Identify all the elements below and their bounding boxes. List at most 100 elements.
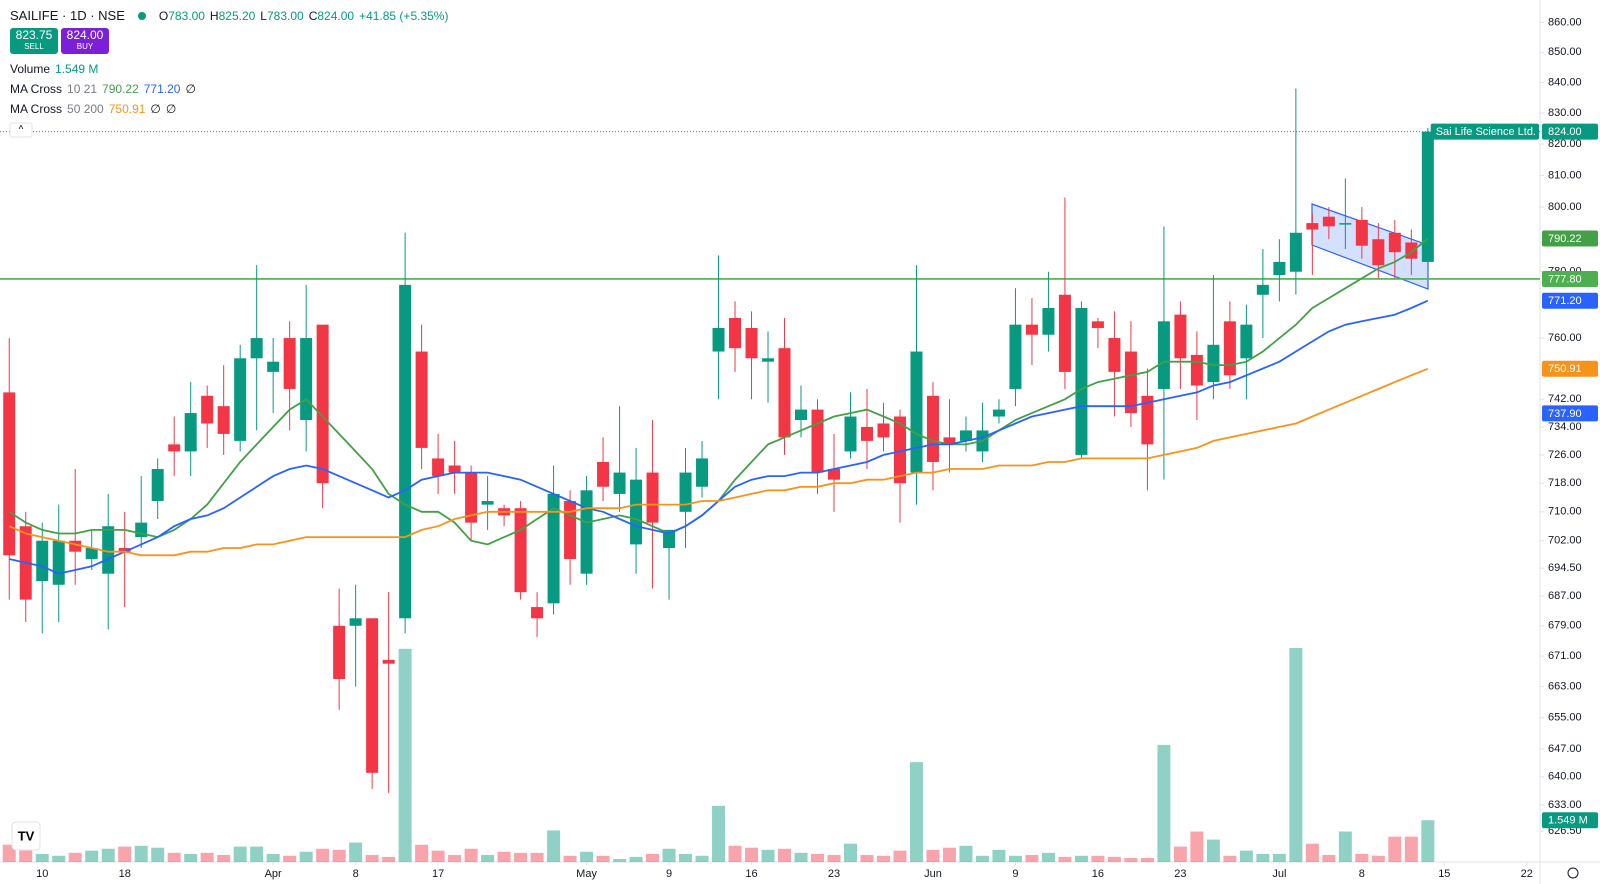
indicator-name: MA Cross [10,102,63,116]
ohlc-key: O [158,8,169,23]
volume-bar [1338,831,1352,862]
candle-body [267,361,280,372]
candle-body [580,490,593,574]
logo[interactable] [11,821,41,851]
candle-body [69,540,82,552]
volume-bar [646,853,660,862]
price-label-box [1542,360,1598,377]
volume-bar [1173,846,1187,862]
volume-bar [283,855,297,862]
volume-bar [101,848,115,862]
candle-body [943,437,956,445]
x-tick-label: Jul [1272,868,1286,880]
candle-body [778,348,791,438]
y-tick-label: 671.00 [1548,650,1582,662]
ohlc-value: 783.00 [266,8,304,23]
volume-bar [1058,856,1072,862]
moving-average-line [8,367,1429,557]
ohlc: O783.00 [159,9,205,23]
candle-body [118,548,131,552]
buy-button[interactable]: 824.00 BUY [61,28,109,54]
indicator-symbol: ∅ [150,102,161,116]
candle-body [217,406,230,434]
ohlc: H825.20 [210,9,255,23]
x-tick-label: Apr [265,868,282,880]
volume-bar [1256,853,1270,862]
volume-bar [1272,853,1286,862]
header-line: SAILIFE · 1D · NSE O783.00 H825.20 L783.… [10,8,448,23]
sell-price: 823.75 [15,28,53,42]
price-label: 824.00 [1548,126,1582,138]
y-tick-label: 830.00 [1548,107,1582,119]
price-label: 750.91 [1548,363,1582,375]
volume-bar [398,648,412,862]
collapse-button[interactable] [9,122,33,138]
volume-bar [52,855,66,862]
settings-icon[interactable] [1567,867,1579,879]
candle-body [399,284,412,619]
candle-body [52,540,65,585]
volume-bar [959,845,973,862]
sell-button[interactable]: 823.75 SELL [10,28,58,54]
indicator-ma-1[interactable]: MA Cross 10 21 790.22 771.20 ∅ [10,82,196,96]
price-label: 777.80 [1548,273,1582,285]
ohlc-value: 824.00 [317,8,355,23]
volume-bar [629,856,643,862]
candle-body [1141,395,1154,445]
y-tick-label: 710.00 [1548,506,1582,518]
indicator-value: 771.20 [143,82,181,96]
price-label: 737.90 [1548,408,1582,420]
candle-body [531,607,544,619]
indicator-volume[interactable]: Volume 1.549 M [10,62,98,76]
x-tick-label: 23 [1174,868,1186,880]
candle-body [992,409,1005,417]
candle-body [679,472,692,512]
symbol-title[interactable]: SAILIFE · 1D · NSE [10,8,125,23]
x-tick-label: 8 [1359,868,1365,880]
indicator-name: MA Cross [10,82,63,96]
volume-bar [745,847,759,862]
ohlc-value: 825.20 [218,8,256,23]
x-tick-label: 18 [119,868,131,880]
candle-body [1388,232,1401,253]
candle-body [1306,223,1319,230]
volume-bar [134,845,148,862]
volume-bar [217,854,231,862]
volume-bar [233,846,247,862]
volume-bar [332,849,346,862]
candle-body [465,472,478,523]
candle-body [250,338,263,359]
ohlc: L783.00 [260,9,303,23]
candle-body [1240,324,1253,359]
indicator-ma-2[interactable]: MA Cross 50 200 750.91 ∅ ∅ [10,102,176,116]
candle-body [926,395,939,462]
volume-bar [365,854,379,862]
y-tick-label: 679.00 [1548,620,1582,632]
candle-body [366,618,379,773]
candle-body [283,338,296,389]
volume-bar [118,846,132,862]
volume-bar [1322,854,1336,862]
ohlc-key: H [209,8,219,23]
volume-bar [2,844,16,862]
indicator-symbol: ∅ [165,102,177,116]
volume-bar [514,852,528,862]
y-tick-label: 663.00 [1548,681,1582,693]
volume-bar [794,852,808,862]
volume-bar [942,847,956,862]
y-tick-label: 850.00 [1548,46,1582,58]
volume-bar [728,845,742,862]
y-tick-label: 726.00 [1548,449,1582,461]
x-tick-label: May [576,868,597,880]
x-tick-label: Jun [924,868,942,880]
candle-body [1042,308,1055,335]
candle-body [646,472,659,523]
ohlc: C824.00 [309,9,354,23]
volume-bar [695,855,709,862]
volume-bar [1223,855,1237,862]
indicator-value: 750.91 [108,102,146,116]
buy-label: BUY [76,42,94,51]
candle-body [36,540,49,582]
candle-body [1174,314,1187,359]
volume-bar [316,848,330,862]
